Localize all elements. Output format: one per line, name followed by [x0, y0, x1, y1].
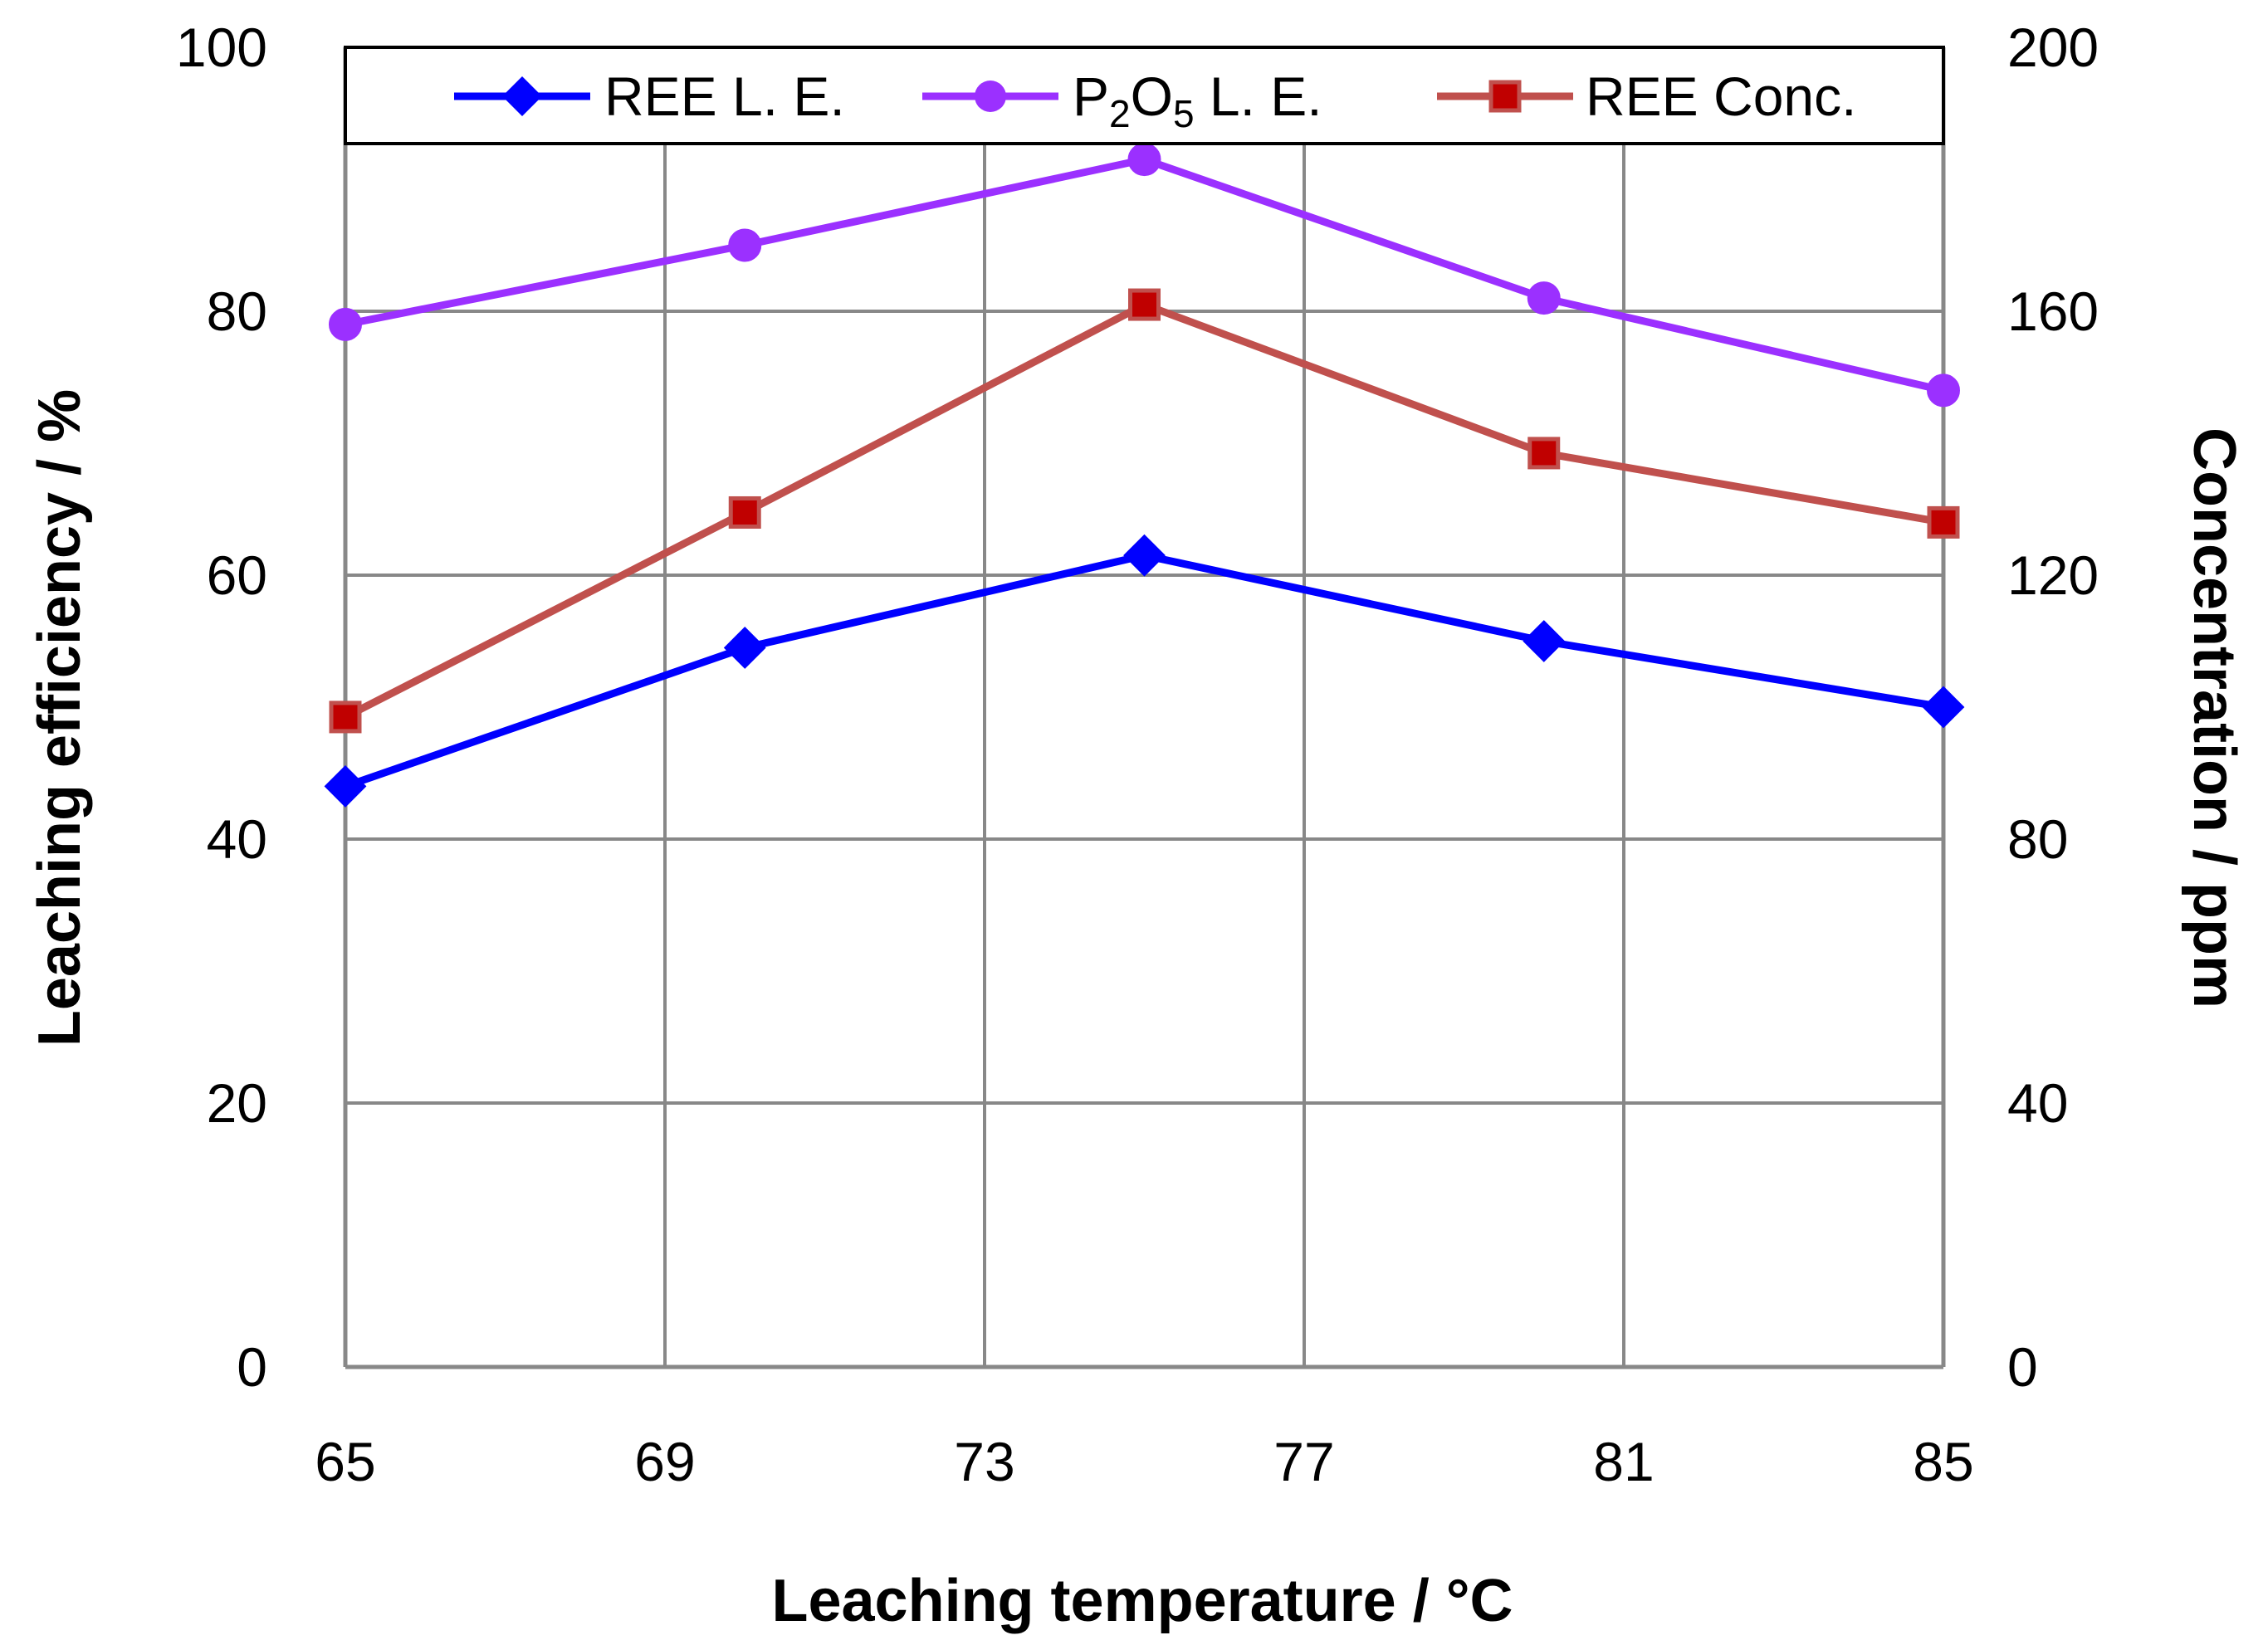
- tick-labels: 65 69 73 77 81 85 0 20 40 60 80 100 0 40 80 120 160 200: [176, 17, 2099, 1492]
- x-tick-label: 73: [954, 1431, 1014, 1492]
- data-point-p2o5-l-e: [1927, 373, 1960, 408]
- y-tick-label: 80: [207, 281, 267, 342]
- data-point-ree-conc: [329, 700, 362, 734]
- y2-axis-title: Concentration / ppm: [2181, 427, 2247, 1008]
- y-tick-label: 40: [207, 808, 267, 870]
- legend-label-p2o5-le: P2O5 L. E.: [1073, 66, 1322, 135]
- data-point-ree-l-e: [723, 627, 766, 669]
- data-point-ree-conc: [1128, 288, 1161, 321]
- legend-label-ree-conc: REE Conc.: [1586, 66, 1856, 127]
- y2-tick-label: 120: [2007, 544, 2099, 606]
- x-tick-label: 69: [634, 1431, 695, 1492]
- data-point-p2o5-l-e: [728, 228, 762, 262]
- legend-label-ree-le: REE L. E.: [604, 66, 845, 127]
- y2-tick-label: 0: [2007, 1336, 2038, 1398]
- grid-lines: [344, 46, 1945, 1369]
- y-axis-title: Leaching efficiency / %: [27, 389, 93, 1047]
- y2-tick-label: 160: [2007, 281, 2099, 342]
- legend-entry-ree-conc: REE Conc.: [1437, 66, 1856, 127]
- legend-entry-p2o5-le: P2O5 L. E.: [922, 66, 1322, 135]
- data-point-ree-conc: [728, 495, 761, 529]
- x-tick-label: 81: [1593, 1431, 1654, 1492]
- series-line-ree-l-e: [344, 551, 1944, 790]
- data-point-ree-l-e: [1523, 620, 1566, 662]
- y2-tick-label: 80: [2007, 808, 2068, 870]
- legend-o: O: [1131, 66, 1173, 127]
- legend-entry-ree-le: REE L. E.: [454, 66, 845, 127]
- legend-marker-ree-le: [502, 76, 542, 116]
- legend-marker-p2o5-le: [975, 81, 1006, 112]
- data-point-p2o5-l-e: [329, 307, 362, 341]
- y-tick-label: 60: [207, 544, 267, 606]
- data-point-ree-l-e: [1123, 534, 1166, 577]
- data-point-ree-conc: [1927, 505, 1960, 539]
- legend-box: [344, 46, 1945, 145]
- series-line-p2o5-l-e: [345, 155, 1945, 394]
- x-tick-label: 77: [1273, 1431, 1334, 1492]
- legend-sub-2: 2: [1109, 92, 1131, 135]
- y2-tick-label: 200: [2007, 17, 2099, 78]
- data-point-ree-l-e: [324, 764, 367, 808]
- legend: REE L. E. P2O5 L. E. REE Conc.: [344, 46, 1945, 145]
- y2-tick-label: 40: [2007, 1072, 2068, 1134]
- x-tick-label: 85: [1913, 1431, 1973, 1492]
- series: [324, 143, 1965, 808]
- legend-le-tail: L. E.: [1195, 66, 1322, 127]
- legend-p: P: [1073, 66, 1109, 127]
- data-point-ree-conc: [1527, 437, 1561, 470]
- data-point-p2o5-l-e: [1127, 143, 1161, 177]
- x-axis-title: Leaching temperature / °C: [771, 1568, 1513, 1634]
- axes: [343, 47, 1946, 1369]
- data-point-ree-l-e: [1922, 686, 1965, 729]
- y-tick-label: 100: [176, 17, 267, 78]
- data-point-p2o5-l-e: [1527, 281, 1561, 315]
- legend-sub-5: 5: [1173, 92, 1195, 135]
- x-tick-label: 65: [315, 1431, 375, 1492]
- y-tick-label: 20: [207, 1072, 267, 1134]
- series-line-ree-conc: [343, 300, 1944, 720]
- y-tick-label: 0: [237, 1336, 267, 1398]
- legend-marker-ree-conc: [1488, 80, 1522, 113]
